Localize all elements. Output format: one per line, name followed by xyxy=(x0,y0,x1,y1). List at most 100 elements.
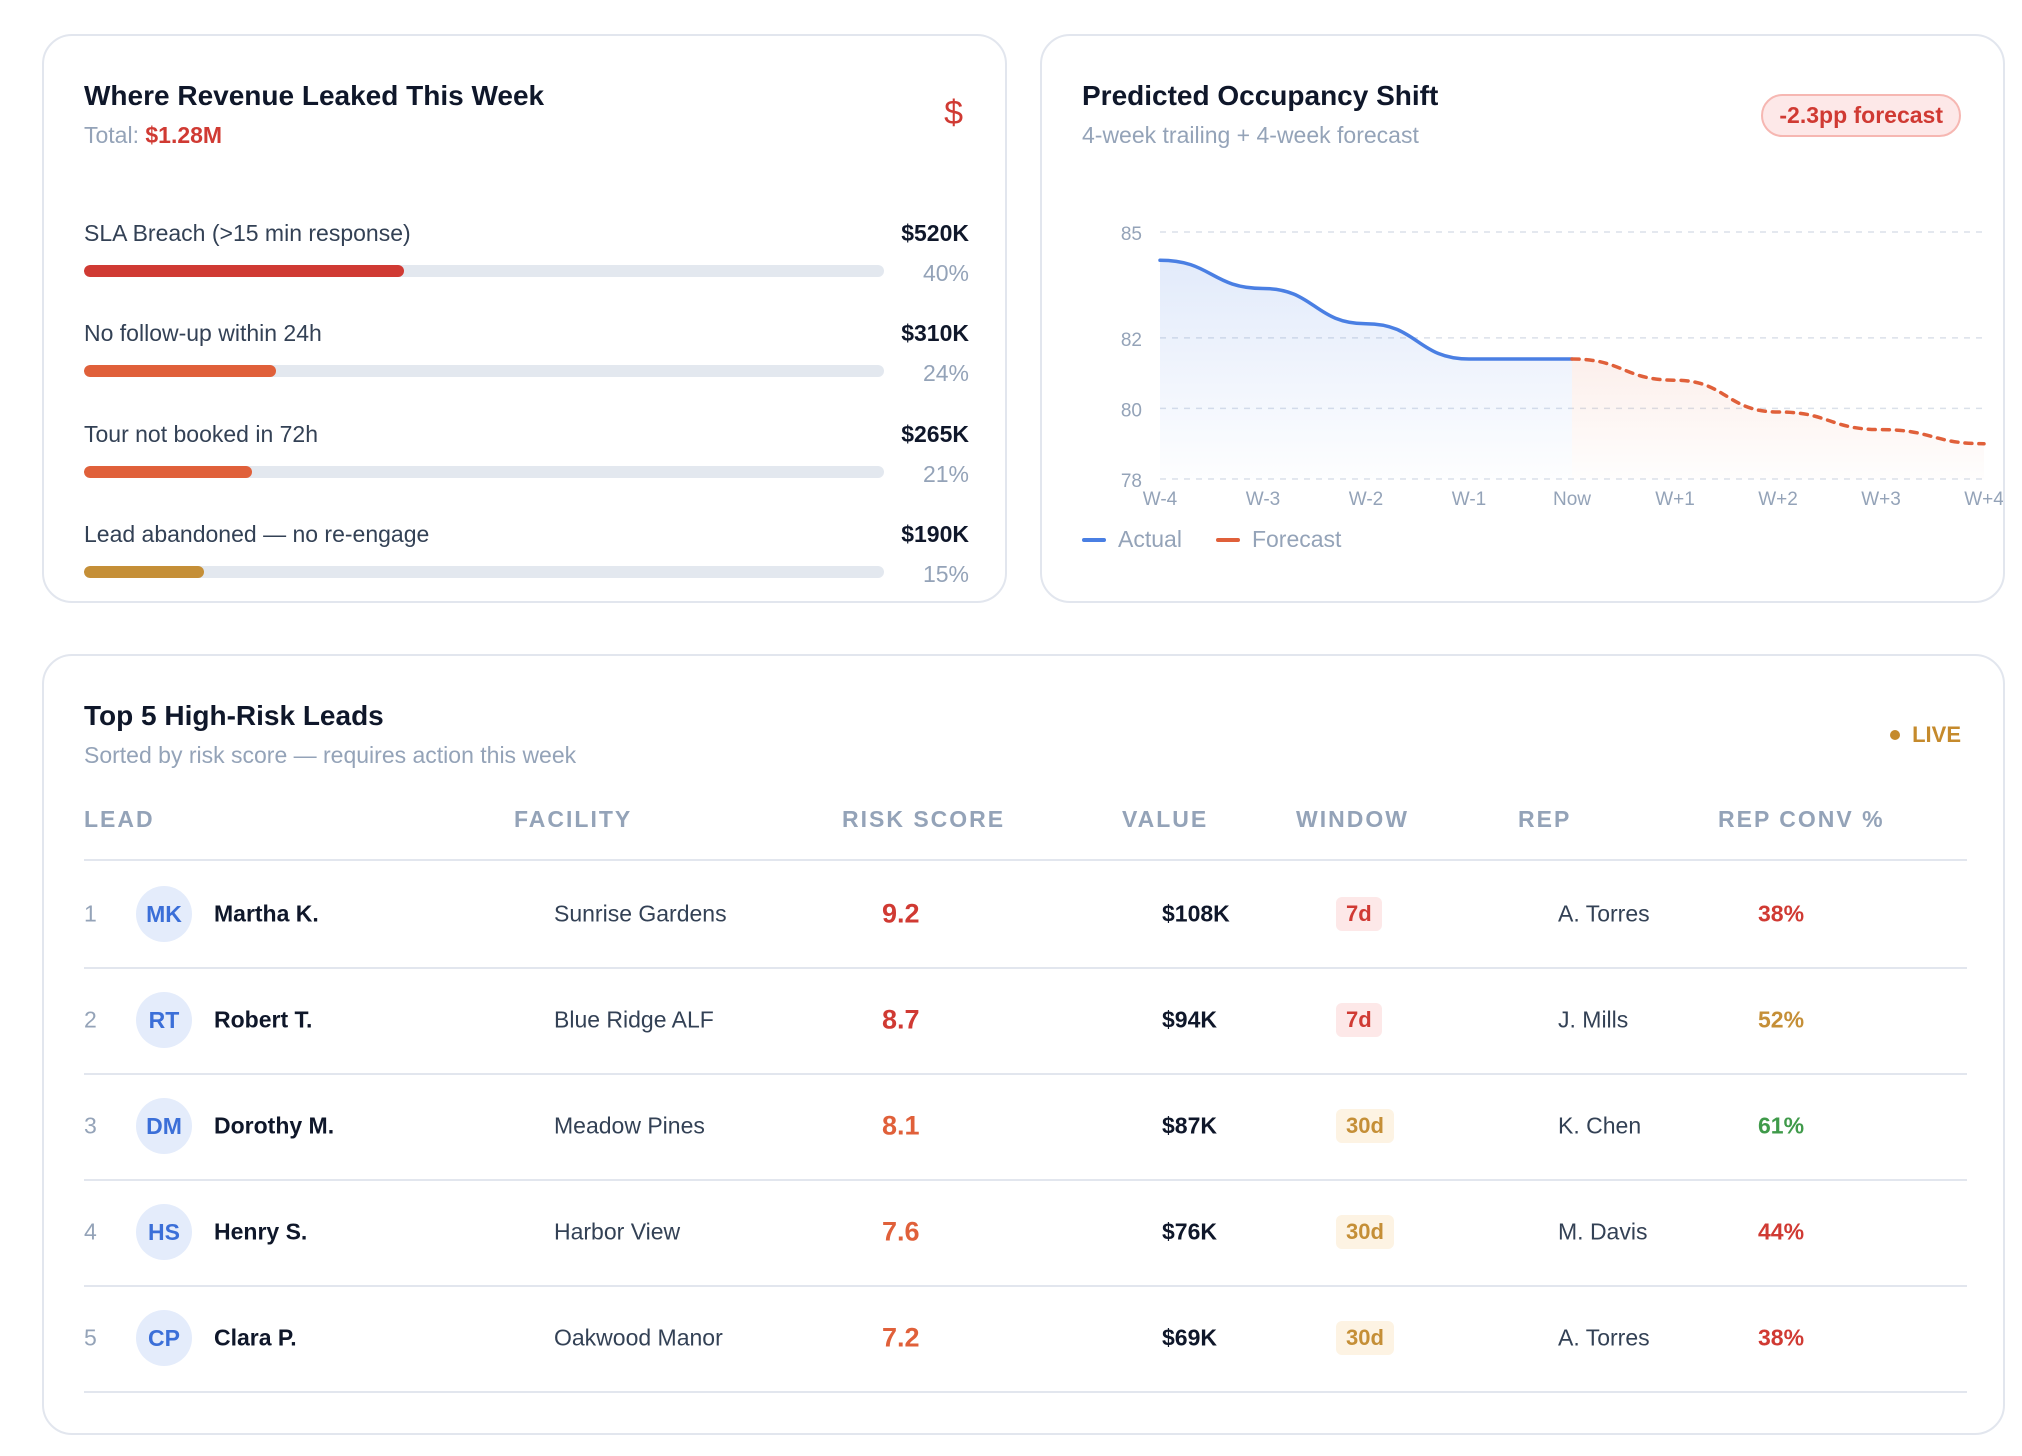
facility-name: Meadow Pines xyxy=(554,1112,705,1139)
leak-item: Lead abandoned — no re-engage $190K 15% xyxy=(84,521,969,611)
column-header-risk-score: RISK SCORE xyxy=(842,806,1006,832)
avatar: MK xyxy=(136,886,192,942)
revenue-leak-card: Where Revenue Leaked This Week Total: $1… xyxy=(42,34,1007,603)
card-title: Top 5 High-Risk Leads xyxy=(84,700,384,731)
leak-bar-track xyxy=(84,365,884,377)
column-header-rep-conv: REP CONV % xyxy=(1718,806,1885,832)
facility-name: Harbor View xyxy=(554,1218,681,1245)
lead-name[interactable]: Dorothy M. xyxy=(214,1112,335,1139)
series-line-forecast xyxy=(1570,357,1986,446)
header-divider xyxy=(84,859,1967,861)
chart-legend: Actual Forecast xyxy=(1082,526,1375,553)
lead-value: $94K xyxy=(1162,1006,1217,1033)
row-rank: 3 xyxy=(84,1112,97,1139)
lead-name[interactable]: Martha K. xyxy=(214,900,319,927)
x-tick-label: W-4 xyxy=(1143,489,1178,510)
x-tick-label: Now xyxy=(1553,489,1591,510)
x-tick-label: W-1 xyxy=(1452,489,1486,510)
row-rank: 5 xyxy=(84,1324,97,1351)
column-header-value: VALUE xyxy=(1122,806,1209,832)
lead-value: $87K xyxy=(1162,1112,1217,1139)
high-risk-leads-card: Top 5 High-Risk Leads Sorted by risk sco… xyxy=(42,654,2005,1435)
leak-amount: $190K xyxy=(901,521,969,547)
total-label: Total: xyxy=(84,122,139,148)
avatar: CP xyxy=(136,1310,192,1366)
lead-name[interactable]: Henry S. xyxy=(214,1218,308,1245)
column-header-facility: FACILITY xyxy=(514,806,633,832)
facility-name: Oakwood Manor xyxy=(554,1324,723,1351)
row-divider xyxy=(84,1285,1967,1287)
x-tick-label: W+1 xyxy=(1655,489,1695,510)
rep-conversion: 61% xyxy=(1758,1112,1805,1139)
risk-score: 8.1 xyxy=(882,1110,920,1141)
legend-swatch xyxy=(1215,537,1240,542)
y-tick-label: 78 xyxy=(1121,471,1142,492)
legend-label: Forecast xyxy=(1251,526,1342,552)
rep-conversion: 38% xyxy=(1758,900,1805,927)
leak-amount: $310K xyxy=(901,320,969,346)
x-tick-label: W+4 xyxy=(1964,489,2003,510)
x-tick-label: W+2 xyxy=(1758,489,1798,510)
rep-name: K. Chen xyxy=(1558,1112,1642,1139)
leak-amount: $265K xyxy=(901,421,969,447)
facility-name: Sunrise Gardens xyxy=(554,900,727,927)
card-subtitle: Sorted by risk score — requires action t… xyxy=(84,742,577,768)
table-row[interactable]: 3 DM Dorothy M. Meadow Pines 8.1 $87K 30d K. Ch… xyxy=(84,1073,1967,1179)
row-divider xyxy=(84,1391,1967,1393)
leak-percent: 21% xyxy=(922,461,969,487)
series-area-actual xyxy=(1160,260,1572,479)
y-tick-label: 85 xyxy=(1121,224,1142,245)
lead-value: $76K xyxy=(1162,1218,1217,1245)
table-row[interactable]: 2 RT Robert T. Blue Ridge ALF 8.7 $94K 7d J. Mi… xyxy=(84,967,1967,1073)
lead-value: $69K xyxy=(1162,1324,1217,1351)
leak-amount: $520K xyxy=(901,220,969,246)
total-summary: Total: $1.28M xyxy=(84,122,222,149)
legend-label: Actual xyxy=(1118,526,1182,552)
x-tick-label: W-2 xyxy=(1349,489,1383,510)
x-tick-label: W-3 xyxy=(1246,489,1280,510)
leak-bar-fill xyxy=(84,566,204,578)
risk-score: 7.6 xyxy=(882,1216,920,1247)
rep-conversion: 44% xyxy=(1758,1218,1805,1245)
facility-name: Blue Ridge ALF xyxy=(554,1006,714,1033)
card-title: Predicted Occupancy Shift xyxy=(1082,80,1439,111)
lead-value: $108K xyxy=(1162,900,1230,927)
lead-name[interactable]: Robert T. xyxy=(214,1006,313,1033)
leak-bar-fill xyxy=(84,466,252,478)
rep-conversion: 52% xyxy=(1758,1006,1805,1033)
leak-bar-track xyxy=(84,265,884,277)
x-tick-label: W+3 xyxy=(1861,489,1901,510)
rep-name: A. Torres xyxy=(1558,900,1650,927)
row-rank: 2 xyxy=(84,1006,97,1033)
window-badge: 30d xyxy=(1336,1109,1394,1143)
live-dot-icon xyxy=(1890,730,1901,740)
dollar-icon: $ xyxy=(944,94,963,132)
leak-label: SLA Breach (>15 min response) xyxy=(84,220,411,246)
avatar: HS xyxy=(136,1204,192,1260)
rep-name: M. Davis xyxy=(1558,1218,1648,1245)
legend-item-forecast: Forecast xyxy=(1215,526,1342,553)
avatar: DM xyxy=(136,1098,192,1154)
card-subtitle: 4-week trailing + 4-week forecast xyxy=(1082,122,1419,148)
leak-bar-fill xyxy=(84,365,276,377)
row-divider xyxy=(84,1179,1967,1181)
row-rank: 4 xyxy=(84,1218,97,1245)
y-tick-label: 82 xyxy=(1121,330,1142,351)
series-line-actual xyxy=(1158,258,1574,361)
occupancy-line-chart: 78 80 82 85 W-4 W-3 W-2 W-1 Now W+1 W+2 W+3 W+4 xyxy=(1121,224,2003,510)
occupancy-card: Predicted Occupancy Shift 4-week trailin… xyxy=(1040,34,2005,603)
row-divider xyxy=(84,1073,1967,1075)
legend-item-actual: Actual xyxy=(1082,526,1182,553)
column-header-rep: REP xyxy=(1518,806,1572,832)
window-badge: 7d xyxy=(1336,897,1382,931)
window-badge: 30d xyxy=(1336,1321,1394,1355)
table-row[interactable]: 1 MK Martha K. Sunrise Gardens 9.2 $108K 7d A. … xyxy=(84,861,1967,967)
table-row[interactable]: 4 HS Henry S. Harbor View 7.6 $76K 30d M. Davis… xyxy=(84,1179,1967,1285)
leak-percent: 15% xyxy=(922,561,969,587)
leak-item: SLA Breach (>15 min response) $520K 40% xyxy=(84,220,969,310)
window-badge: 30d xyxy=(1336,1215,1394,1249)
leak-percent: 24% xyxy=(922,360,969,386)
lead-name[interactable]: Clara P. xyxy=(214,1324,297,1351)
table-row[interactable]: 5 CP Clara P. Oakwood Manor 7.2 $69K 30d A. Tor… xyxy=(84,1285,1967,1391)
card-title: Where Revenue Leaked This Week xyxy=(84,80,545,111)
